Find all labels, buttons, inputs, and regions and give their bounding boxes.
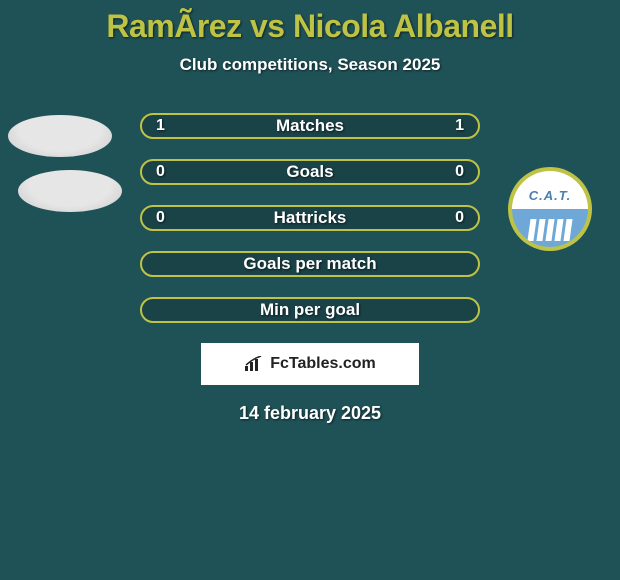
- stat-row: Goals per match: [0, 251, 620, 277]
- stat-label: Matches: [276, 116, 344, 136]
- stat-value-left: 0: [156, 163, 165, 181]
- stats-list: 1 Matches 1 0 Goals 0 0 Hattricks 0 Goals per mat…: [0, 113, 620, 323]
- stat-label: Min per goal: [260, 300, 360, 320]
- page-title: RamÃ­rez vs Nicola Albanell: [0, 0, 620, 45]
- stat-label: Hattricks: [274, 208, 347, 228]
- stat-row: 1 Matches 1: [0, 113, 620, 139]
- date-label: 14 february 2025: [0, 403, 620, 424]
- stat-pill: Min per goal: [140, 297, 480, 323]
- stat-value-right: 0: [455, 209, 464, 227]
- attribution-box: FcTables.com: [201, 343, 419, 385]
- stat-value-left: 0: [156, 209, 165, 227]
- stat-value-left: 1: [156, 117, 165, 135]
- comparison-card: RamÃ­rez vs Nicola Albanell Club competi…: [0, 0, 620, 580]
- stat-pill: 0 Hattricks 0: [140, 205, 480, 231]
- stat-row: Min per goal: [0, 297, 620, 323]
- attribution-text: FcTables.com: [270, 355, 376, 373]
- page-subtitle: Club competitions, Season 2025: [0, 55, 620, 75]
- stat-pill: 1 Matches 1: [140, 113, 480, 139]
- stat-value-right: 1: [455, 117, 464, 135]
- stat-value-right: 0: [455, 163, 464, 181]
- stat-pill: Goals per match: [140, 251, 480, 277]
- stat-row: 0 Hattricks 0: [0, 205, 620, 231]
- stat-row: 0 Goals 0: [0, 159, 620, 185]
- stat-label: Goals per match: [243, 254, 376, 274]
- stat-label: Goals: [286, 162, 333, 182]
- stat-pill: 0 Goals 0: [140, 159, 480, 185]
- chart-icon: [244, 356, 264, 372]
